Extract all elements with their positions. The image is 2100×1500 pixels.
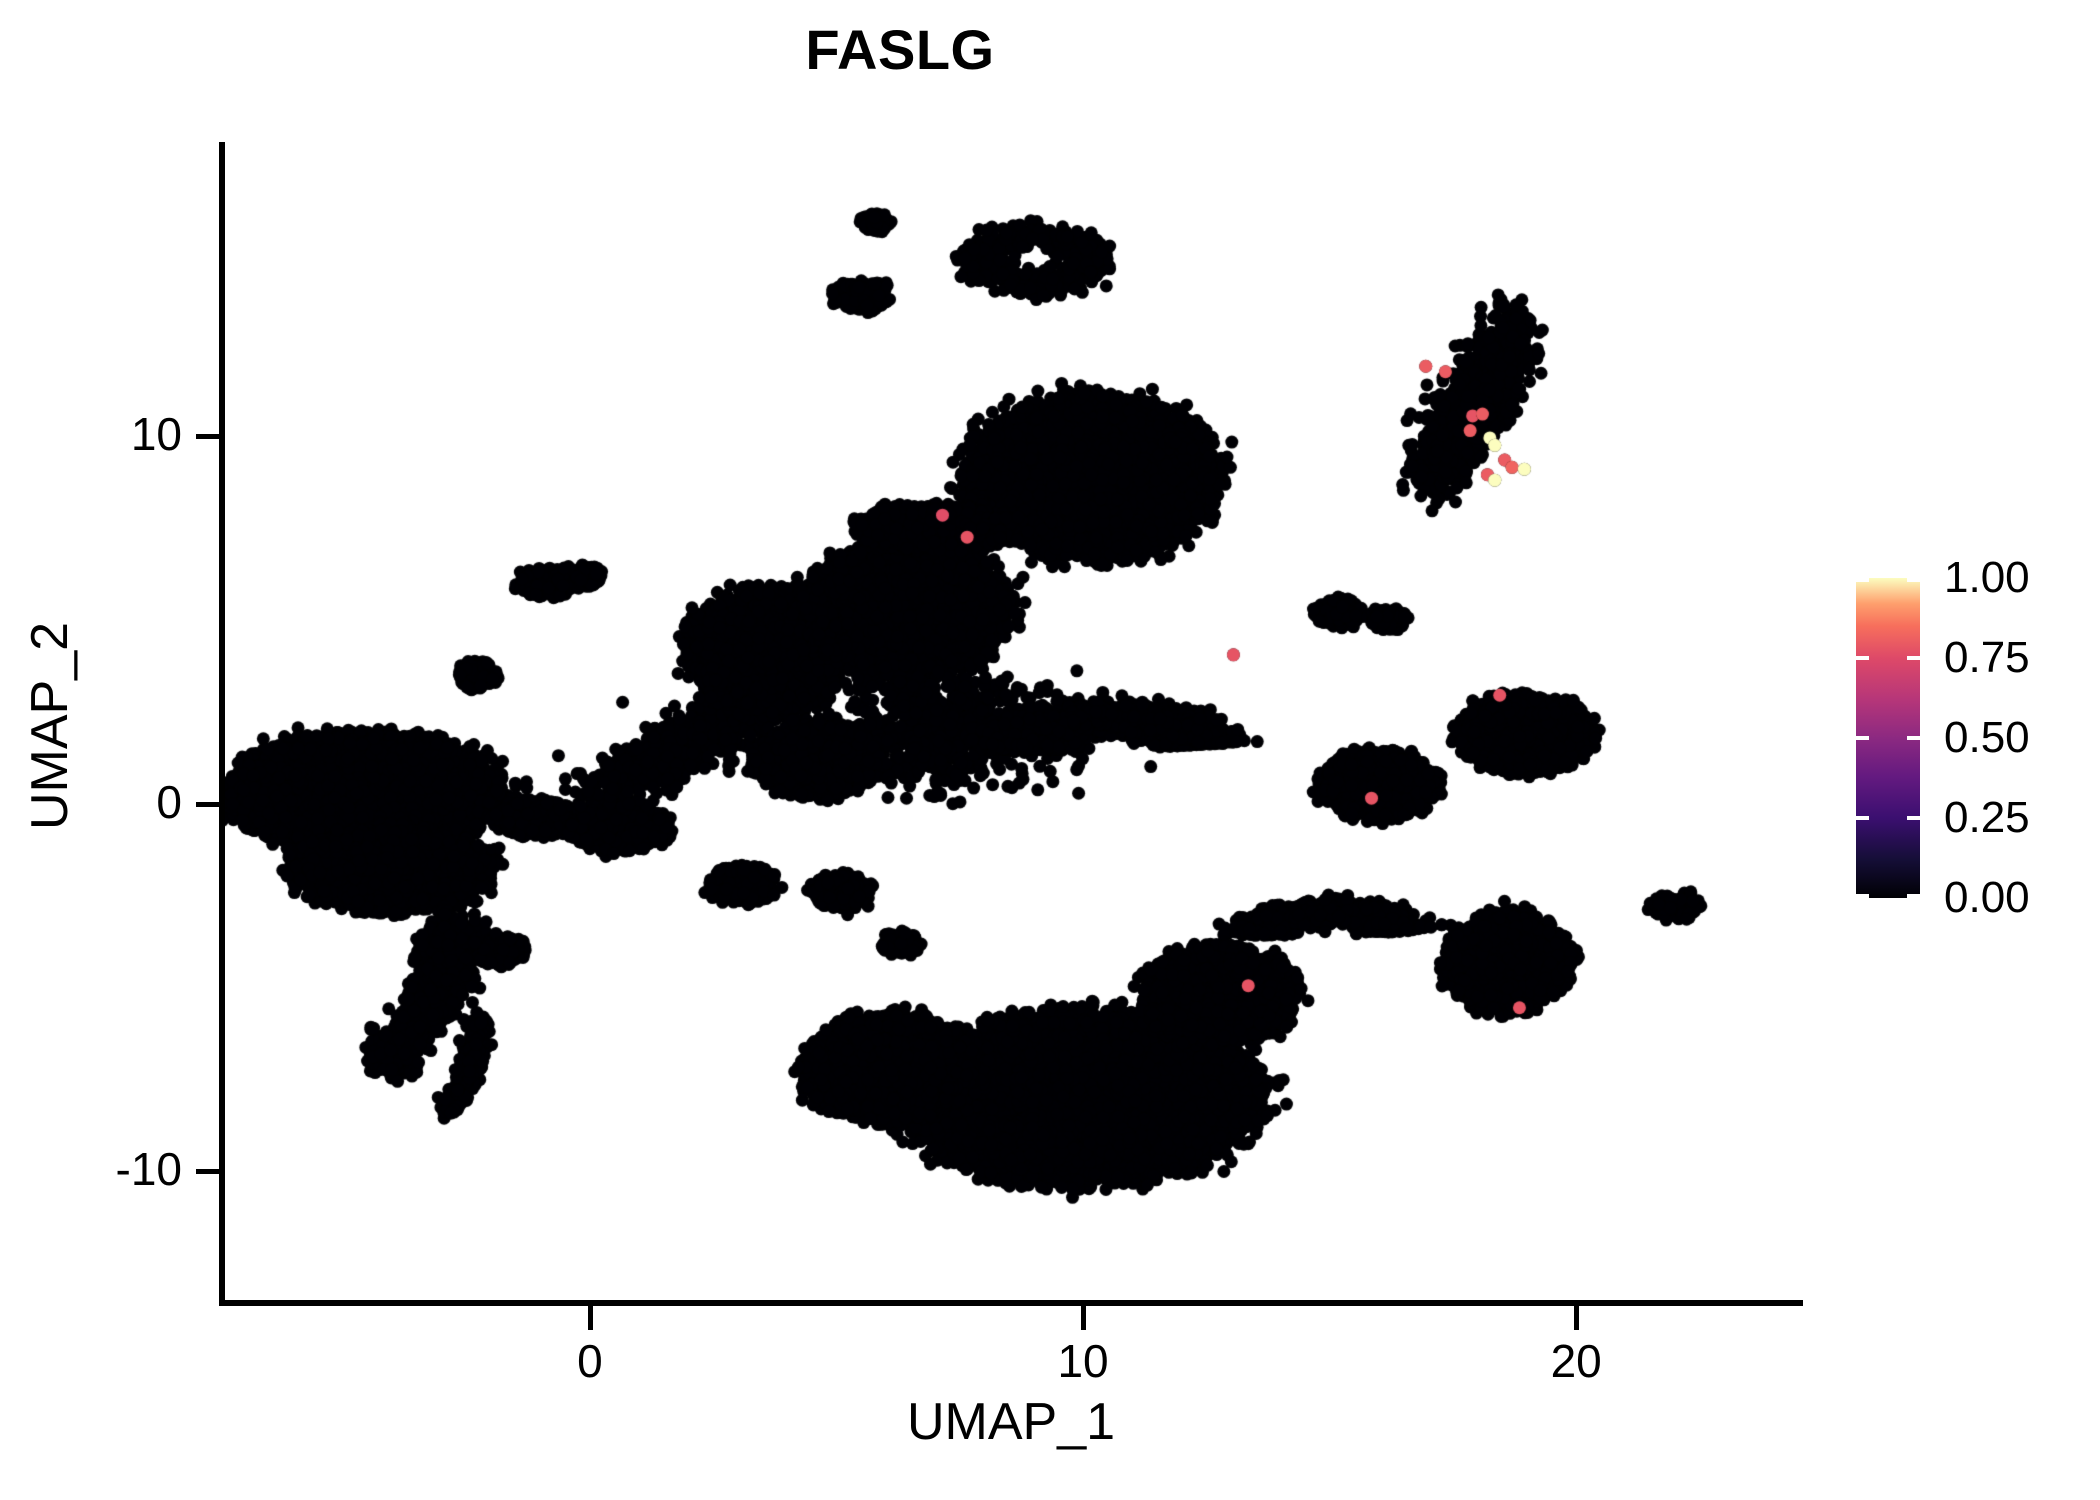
y-tick-label: -10 (115, 1143, 182, 1196)
x-axis-title: UMAP_1 (906, 1393, 1116, 1451)
colorbar-label: 0.25 (1944, 793, 2030, 842)
x-tick-label: 0 (577, 1335, 603, 1387)
colorbar-tick-mark (1907, 656, 1920, 660)
scatter-plot-panel (225, 142, 1803, 1300)
y-axis-line (219, 142, 225, 1306)
colorbar-tick-mark (1907, 578, 1920, 582)
x-tick-mark (1081, 1306, 1087, 1330)
colorbar-tick-mark (1907, 816, 1920, 820)
color-legend: 1.00 0.75 0.50 0.25 0.00 (1856, 556, 2076, 920)
y-tick-mark (196, 1169, 220, 1175)
colorbar-label: 0.00 (1944, 873, 2030, 922)
colorbar-tick-mark (1907, 894, 1920, 898)
x-tick-mark (1574, 1306, 1580, 1330)
colorbar-tick-mark (1856, 816, 1869, 820)
x-tick-mark (587, 1306, 593, 1330)
colorbar-tick-mark (1856, 736, 1869, 740)
x-tick-label: 10 (1057, 1335, 1109, 1387)
scatter-points-canvas (225, 142, 1803, 1300)
x-tick-label: 20 (1550, 1335, 1602, 1387)
colorbar-tick-mark (1856, 578, 1869, 582)
y-tick-mark (196, 434, 220, 440)
colorbar-tick-mark (1856, 894, 1869, 898)
colorbar-tick-mark (1907, 736, 1920, 740)
colorbar-tick-mark (1856, 656, 1869, 660)
x-axis-line (219, 1300, 1803, 1306)
colorbar-label: 0.75 (1944, 633, 2030, 682)
page-title: FASLG (805, 18, 995, 81)
colorbar-label: 0.50 (1944, 713, 2030, 762)
colorbar-label: 1.00 (1944, 553, 2030, 602)
y-axis-title: UMAP_2 (21, 621, 79, 831)
y-tick-label: 10 (130, 408, 182, 461)
y-tick-mark (196, 801, 220, 807)
y-tick-label: 0 (156, 775, 182, 828)
